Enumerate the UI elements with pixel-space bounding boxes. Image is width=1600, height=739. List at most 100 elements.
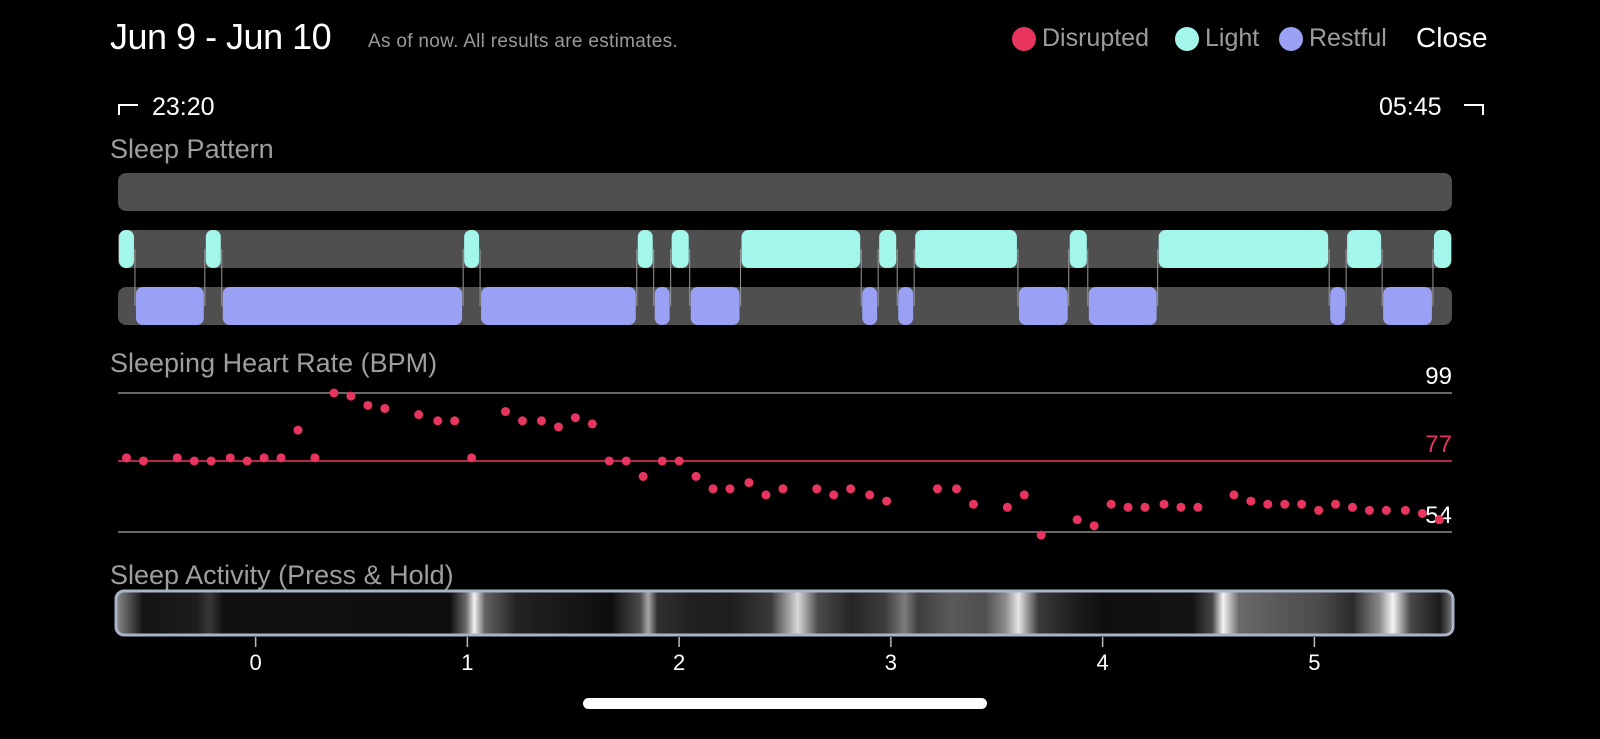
hr-point	[172, 453, 182, 463]
segment-light[interactable]	[205, 230, 221, 268]
segment-light[interactable]	[1347, 230, 1382, 268]
hr-point	[433, 416, 443, 426]
hr-point	[310, 453, 320, 463]
home-indicator[interactable]	[583, 698, 987, 709]
hr-point	[189, 456, 199, 466]
start-time: 23:20	[152, 93, 215, 121]
hr-point	[691, 471, 701, 481]
hr-point	[587, 419, 597, 429]
hr-point	[1434, 515, 1444, 525]
hr-point	[363, 400, 373, 410]
estimate-note: As of now. All results are estimates.	[368, 31, 678, 52]
hr-point	[138, 456, 148, 466]
segment-light[interactable]	[1158, 230, 1329, 268]
hr-point	[932, 484, 942, 494]
sleep-activity-heading: Sleep Activity (Press & Hold)	[110, 560, 454, 590]
segment-light[interactable]	[119, 230, 134, 268]
hr-point	[1297, 499, 1307, 509]
segment-restful[interactable]	[1018, 287, 1068, 325]
hr-point	[1176, 502, 1186, 512]
hr-point	[1072, 515, 1082, 525]
segment-light[interactable]	[1069, 230, 1087, 268]
segment-light[interactable]	[464, 230, 480, 268]
hr-point	[1314, 505, 1324, 515]
hr-point	[1381, 505, 1391, 515]
hr-ref-label: 77	[1425, 431, 1452, 458]
hr-point	[1331, 499, 1341, 509]
disrupted-dot-icon	[1012, 26, 1036, 51]
hr-point	[276, 453, 286, 463]
hr-point	[206, 456, 216, 466]
pattern-track-disrupted	[118, 173, 1452, 211]
hr-point	[1193, 502, 1203, 512]
hr-point	[674, 456, 684, 466]
hr-point	[553, 422, 563, 432]
hr-point	[121, 453, 131, 463]
hr-point	[225, 453, 235, 463]
hr-point	[242, 456, 252, 466]
segment-light[interactable]	[671, 230, 689, 268]
segment-restful[interactable]	[1383, 287, 1432, 325]
hr-point	[536, 416, 546, 426]
sleep-pattern-chart[interactable]	[118, 173, 1452, 325]
hr-point	[380, 403, 390, 413]
segment-restful[interactable]	[898, 287, 914, 325]
segment-restful[interactable]	[481, 287, 636, 325]
segment-restful[interactable]	[135, 287, 204, 325]
segment-restful[interactable]	[654, 287, 670, 325]
hr-point	[1229, 490, 1239, 500]
restful-dot-icon	[1279, 26, 1303, 51]
segment-light[interactable]	[1433, 230, 1451, 268]
hr-point	[829, 490, 839, 500]
activity-heatmap-bar[interactable]	[114, 589, 1455, 637]
x-tick-label: 5	[1308, 650, 1320, 675]
hr-point	[1364, 505, 1374, 515]
legend-label: Light	[1205, 24, 1260, 52]
hr-point	[500, 407, 510, 417]
segment-light[interactable]	[915, 230, 1017, 268]
hr-point	[1263, 499, 1273, 509]
hr-point	[293, 425, 303, 435]
legend-label: Disrupted	[1042, 24, 1149, 52]
heart-rate-chart[interactable]: 997754	[118, 363, 1452, 540]
hr-point	[346, 391, 356, 401]
hr-point	[329, 388, 339, 398]
segment-restful[interactable]	[690, 287, 740, 325]
legend-label: Restful	[1309, 24, 1387, 52]
legend-restful: Restful	[1279, 24, 1387, 53]
hr-point	[621, 456, 631, 466]
segment-restful[interactable]	[222, 287, 463, 325]
hr-point	[604, 456, 614, 466]
hr-point	[1280, 499, 1290, 509]
hr-point	[725, 484, 735, 494]
segment-light[interactable]	[879, 230, 897, 268]
hr-point	[1417, 508, 1427, 518]
hr-point	[638, 471, 648, 481]
hr-point	[517, 416, 527, 426]
hr-point	[812, 484, 822, 494]
x-tick-label: 1	[461, 650, 473, 675]
segment-restful[interactable]	[862, 287, 878, 325]
heart-rate-heading: Sleeping Heart Rate (BPM)	[110, 348, 438, 378]
date-range-title: Jun 9 - Jun 10	[110, 16, 332, 57]
segment-light[interactable]	[741, 230, 861, 268]
x-tick-label: 4	[1096, 650, 1108, 675]
hr-point	[1106, 499, 1116, 509]
hr-point	[1019, 490, 1029, 500]
hr-point	[1347, 502, 1357, 512]
hr-point	[778, 484, 788, 494]
sleep-pattern-heading: Sleep Pattern	[110, 134, 274, 164]
hr-point	[1089, 521, 1099, 531]
hr-point	[450, 416, 460, 426]
hr-point	[1140, 502, 1150, 512]
hr-point	[968, 499, 978, 509]
sleep-activity-chart[interactable]: 0 1 2 3 4 5	[114, 589, 1455, 675]
segment-restful[interactable]	[1088, 287, 1157, 325]
segment-restful[interactable]	[1330, 287, 1346, 325]
legend-light: Light	[1175, 24, 1259, 53]
hr-point	[708, 484, 718, 494]
segment-light[interactable]	[637, 230, 653, 268]
end-time: 05:45	[1379, 93, 1442, 121]
close-button[interactable]: Close	[1416, 22, 1488, 53]
